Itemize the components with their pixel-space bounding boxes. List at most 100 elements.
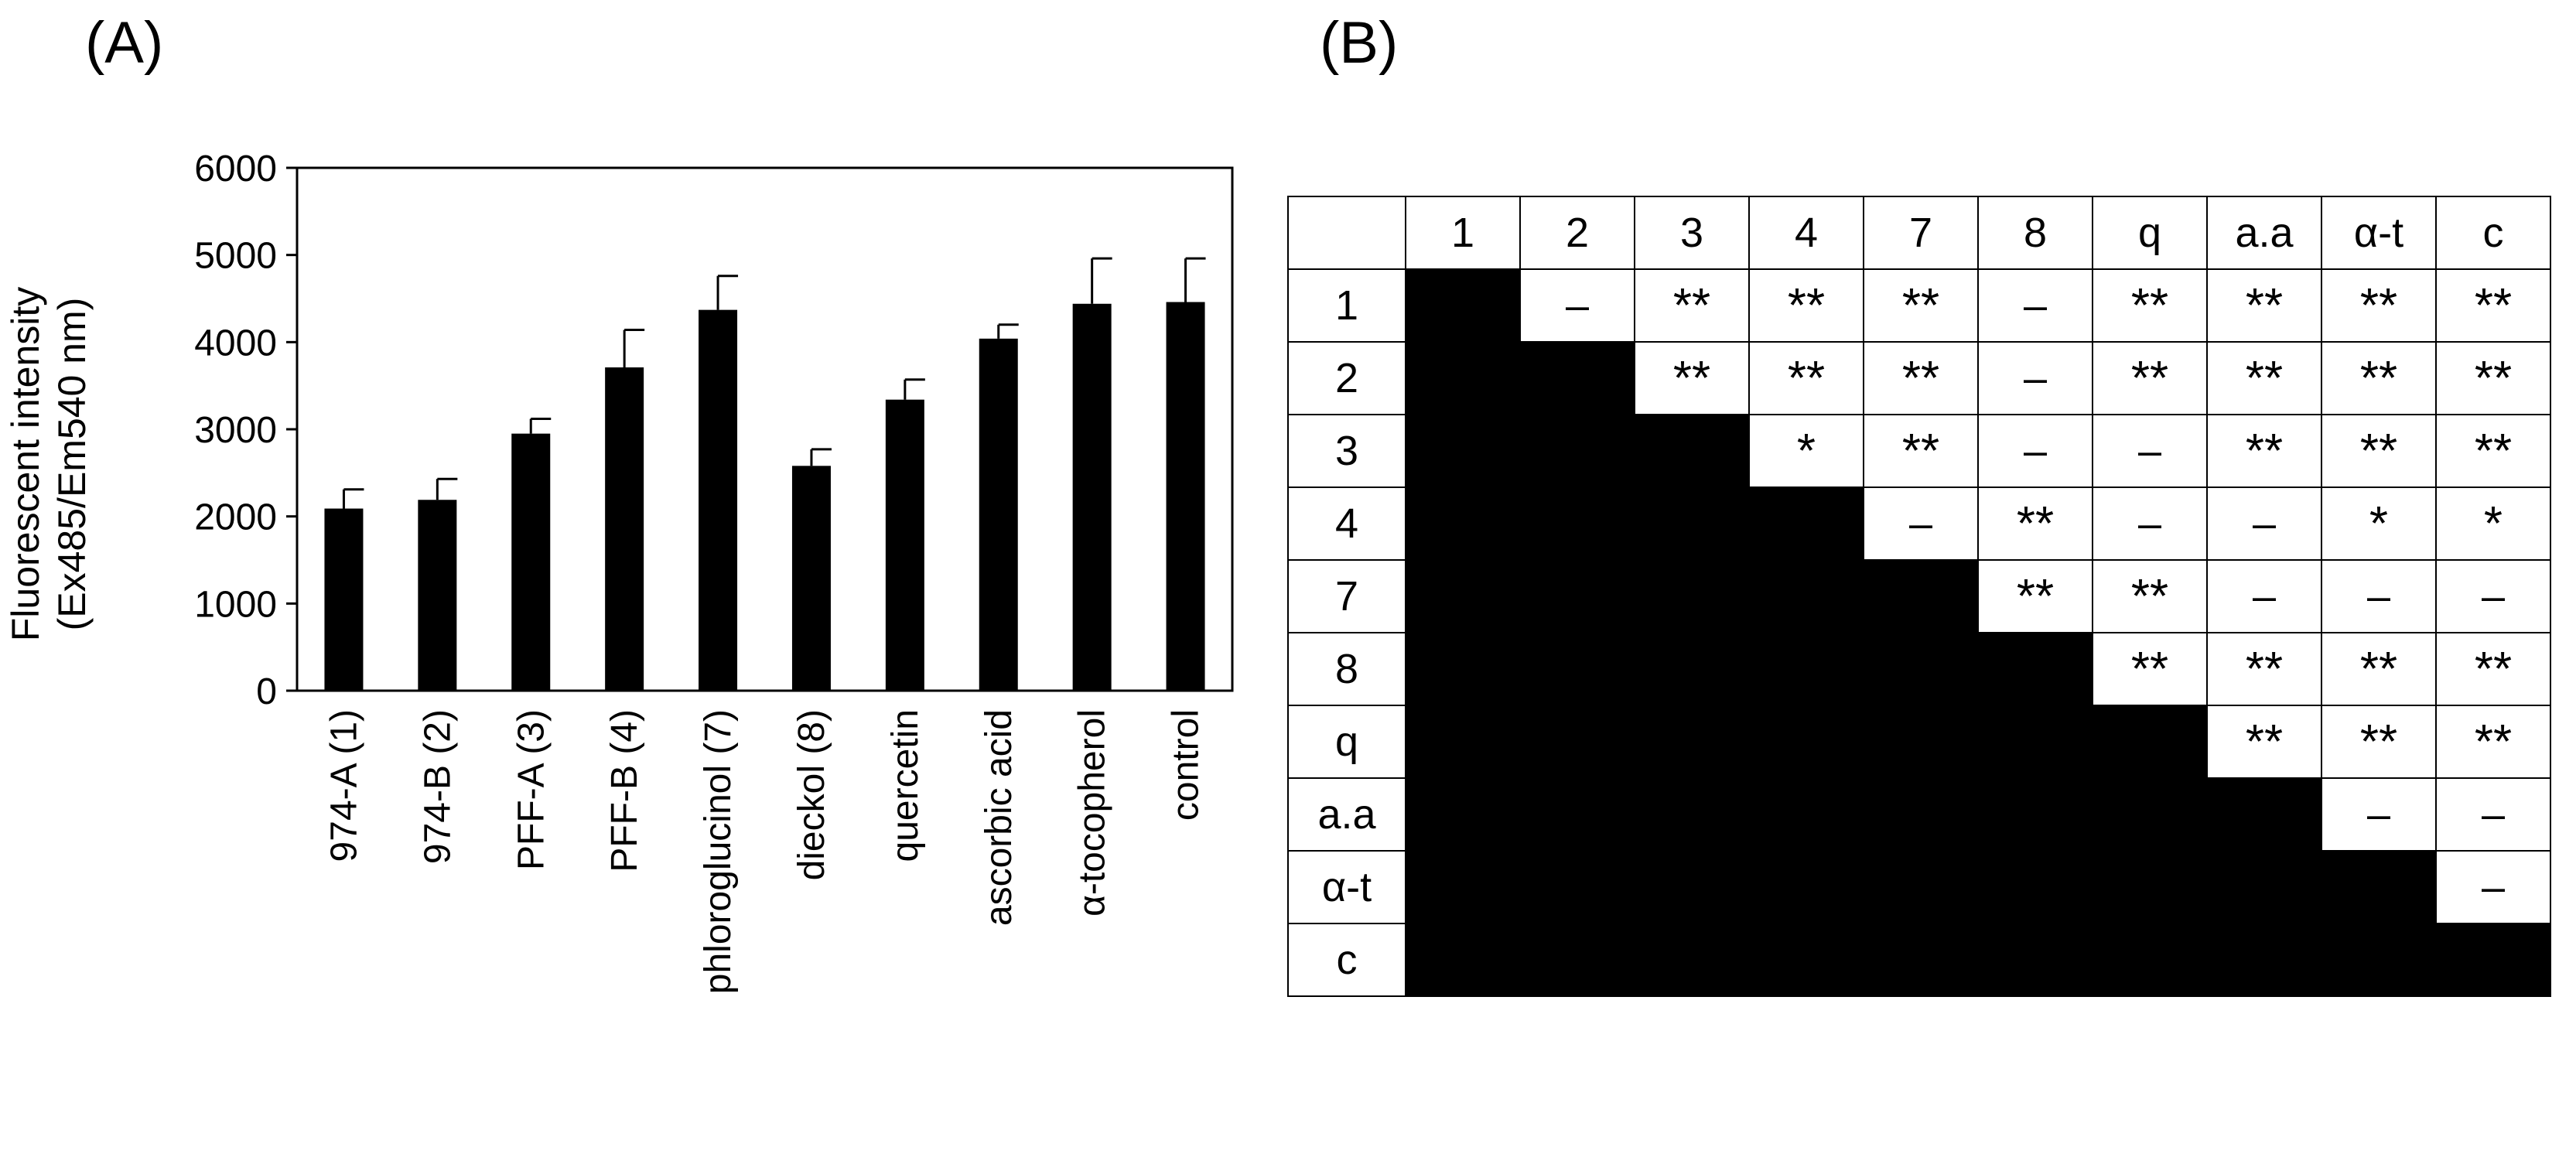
blocked-cell [1519,559,1635,633]
panel-label-b: (B) [1320,10,1399,76]
significance-cell: ** [1634,341,1750,415]
significance-cell: – [1977,341,2093,415]
blocked-cell [1863,777,1979,852]
blocked-cell [1748,632,1864,706]
column-header: 7 [1863,196,1979,270]
significance-cell: ** [2206,341,2322,415]
significance-cell: ** [1748,268,1864,343]
blocked-cell [1863,850,1979,924]
row-header: a.a [1287,777,1406,852]
significance-cell: * [1748,414,1864,488]
blocked-cell [1977,923,2093,997]
bar [979,338,1018,691]
column-header: a.a [2206,196,2322,270]
significance-cell: ** [2206,268,2322,343]
blocked-cell [2321,923,2437,997]
x-tick-label: 974-A (1) [323,709,364,862]
blocked-cell [1405,559,1521,633]
blocked-cell [1748,486,1864,561]
blocked-cell [1405,850,1521,924]
significance-cell: – [2206,486,2322,561]
table-header-row: 1 2 3 4 7 8 q a.a α-t c [1287,196,2551,270]
significance-cell: – [2321,777,2437,852]
blocked-cell [1748,850,1864,924]
table-row: a.a – – [1287,777,2551,852]
blocked-cell [1405,486,1521,561]
column-header: 3 [1634,196,1750,270]
significance-cell: ** [2092,268,2208,343]
y-tick-label: 6000 [194,149,277,189]
significance-cell: – [2321,559,2437,633]
table-row: 4– ** – – * * [1287,486,2551,561]
significance-cell: – [1863,486,1979,561]
blocked-cell [1634,414,1750,488]
blocked-cell [1634,777,1750,852]
blocked-cell [1405,341,1521,415]
y-tick-label: 4000 [194,323,277,364]
significance-cell: ** [1863,341,1979,415]
blocked-cell [1977,632,2093,706]
row-header: 3 [1287,414,1406,488]
blocked-cell [1634,632,1750,706]
table-row: 8 ** ** ** ** [1287,632,2551,706]
blocked-cell [1748,705,1864,779]
column-header: 2 [1519,196,1635,270]
table-row: 3 * ** – – ** ** ** [1287,414,2551,488]
blocked-cell [1977,850,2093,924]
table-row: 2 ** ** ** – ** ** ** ** [1287,341,2551,415]
blocked-cell [1519,850,1635,924]
significance-cell: ** [2435,632,2551,706]
significance-cell: ** [2092,559,2208,633]
x-tick-label: quercetin [885,709,926,862]
significance-cell: ** [2321,341,2437,415]
significance-cell: ** [2206,705,2322,779]
blocked-cell [1405,777,1521,852]
blocked-cell [2092,705,2208,779]
table-row: 1– ** ** ** – ** ** ** ** [1287,268,2551,343]
blocked-cell [1405,414,1521,488]
blocked-cell [1405,705,1521,779]
blocked-cell [1634,705,1750,779]
significance-cell: – [1977,268,2093,343]
significance-cell: – [1519,268,1635,343]
column-header: 4 [1748,196,1864,270]
significance-cell: ** [2321,268,2437,343]
significance-cell: ** [2092,341,2208,415]
column-header: c [2435,196,2551,270]
blocked-cell [1634,559,1750,633]
row-header: 2 [1287,341,1406,415]
table-row: q ** ** ** [1287,705,2551,779]
x-tick-label: α-tocopherol [1072,709,1113,917]
significance-cell: ** [1977,559,2093,633]
blocked-cell [1405,268,1521,343]
panel-label-a: (A) [85,10,164,76]
y-tick-label: 2000 [194,497,277,538]
blocked-cell [1519,632,1635,706]
significance-cell: ** [2435,268,2551,343]
significance-cell: ** [2321,705,2437,779]
significance-cell: ** [1634,268,1750,343]
bar [511,433,551,691]
row-header: 4 [1287,486,1406,561]
table-row: c [1287,923,2551,997]
significance-cell: ** [1863,414,1979,488]
significance-cell: ** [2206,632,2322,706]
bar [1166,302,1205,691]
blocked-cell [1977,777,2093,852]
blocked-cell [1519,486,1635,561]
row-header: α-t [1287,850,1406,924]
row-header: 8 [1287,632,1406,706]
blocked-cell [2206,777,2322,852]
blocked-cell [1863,632,1979,706]
blocked-cell [1634,850,1750,924]
blocked-cell [2092,777,2208,852]
blocked-cell [2092,850,2208,924]
blocked-cell [1519,777,1635,852]
significance-cell: – [2206,559,2322,633]
bar [885,399,924,691]
x-tick-label: 974-B (2) [417,709,458,864]
blocked-cell [2206,923,2322,997]
blocked-cell [1863,923,1979,997]
bar [605,367,644,691]
significance-cell: – [2435,850,2551,924]
